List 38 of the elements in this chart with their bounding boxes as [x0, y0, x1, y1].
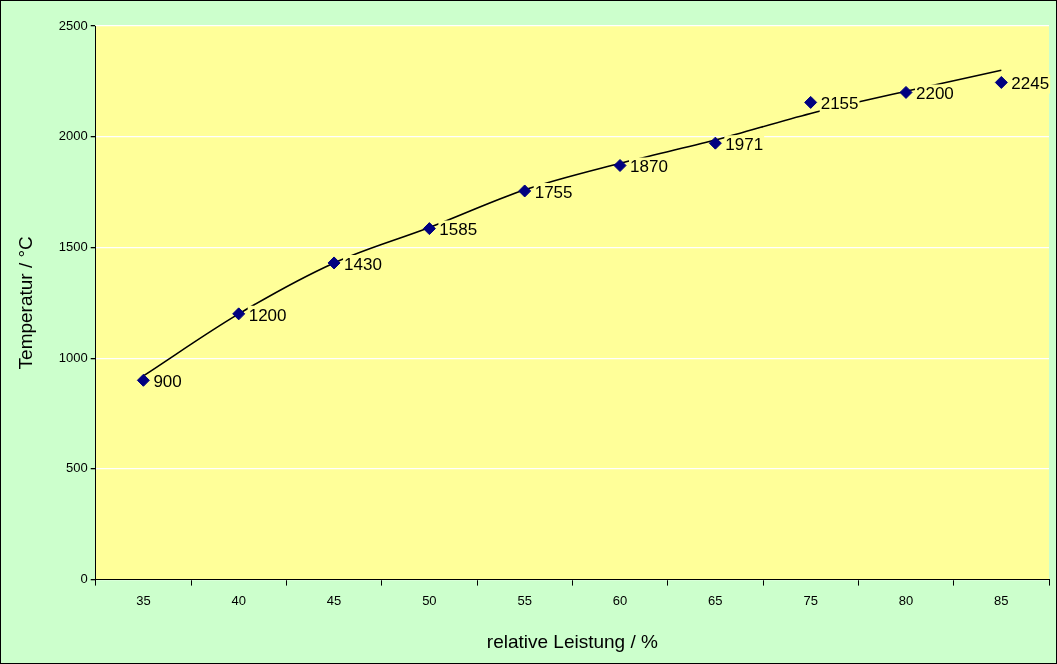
y-tick-label: 2000	[58, 128, 88, 144]
x-axis-title: relative Leistung / %	[486, 630, 659, 652]
y-tick-label: 1000	[58, 349, 88, 365]
point	[422, 222, 436, 236]
x-tick-label: 35	[136, 592, 151, 608]
data-label: 1585	[439, 220, 478, 240]
point	[613, 159, 627, 173]
point	[804, 95, 818, 109]
point	[136, 373, 150, 387]
data-label: 900	[153, 371, 182, 391]
point	[899, 85, 913, 99]
point	[232, 307, 246, 321]
x-tick-label: 45	[326, 592, 342, 608]
data-label: 1870	[630, 157, 668, 177]
y-tick-label: 2500	[58, 17, 88, 33]
data-label: 1200	[248, 305, 287, 325]
data-label: 2245	[1011, 74, 1050, 94]
x-tick-label: 75	[803, 592, 818, 608]
point	[327, 256, 341, 270]
y-tick-label: 1500	[58, 239, 88, 255]
x-tick-label: 80	[898, 592, 914, 608]
point	[518, 184, 532, 198]
data-label: 1430	[344, 254, 382, 274]
x-tick-label: 60	[612, 592, 628, 608]
x-tick-label: 50	[422, 592, 437, 608]
data-label: 2200	[916, 84, 954, 104]
y-axis-title: Temperatur / °C	[14, 236, 36, 370]
data-label: 1755	[534, 182, 573, 202]
point	[994, 75, 1008, 89]
data-label: 2155	[820, 94, 859, 114]
x-tick-label: 55	[517, 592, 532, 608]
point	[708, 136, 722, 150]
y-tick-label: 500	[66, 460, 88, 476]
x-tick-label: 65	[708, 592, 723, 608]
x-tick-label: 40	[231, 592, 246, 608]
x-tick-label: 85	[994, 592, 1009, 608]
y-tick-label: 0	[80, 571, 88, 587]
data-label: 1971	[725, 134, 764, 154]
